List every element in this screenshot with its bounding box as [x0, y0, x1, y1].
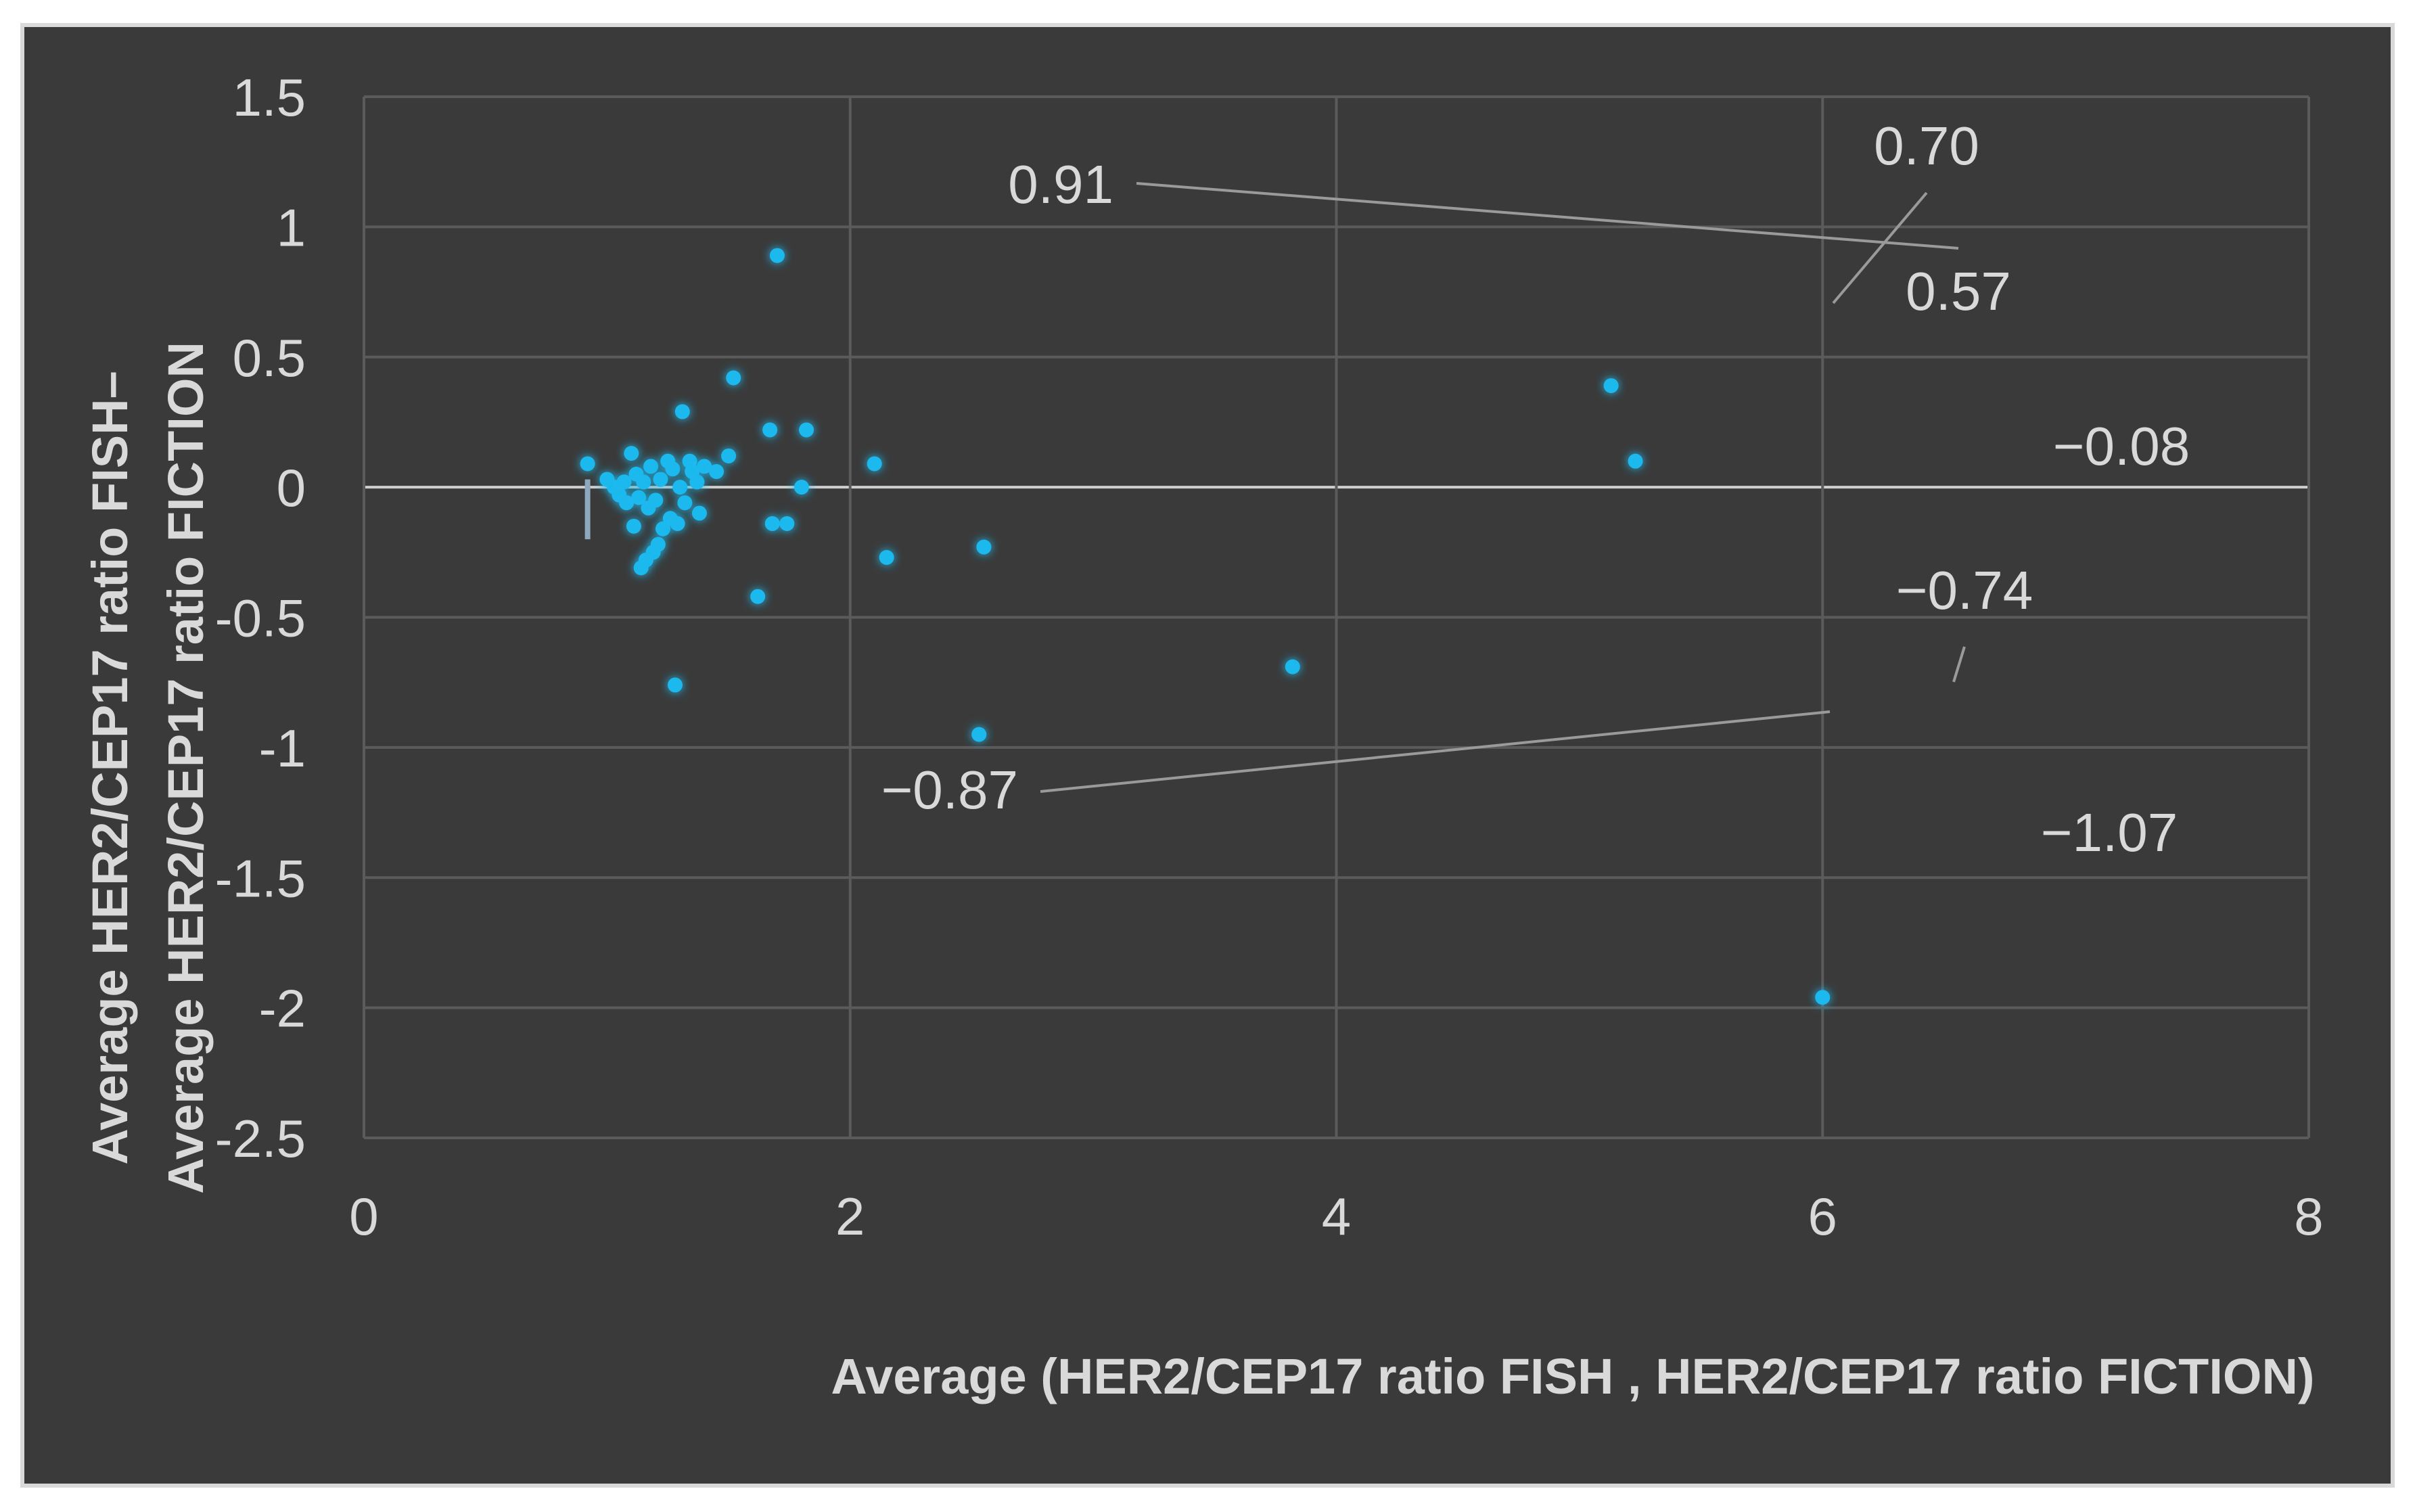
data-point: [1603, 378, 1619, 394]
data-point: [1628, 453, 1643, 469]
y-tick-labels: 1.5 1 0.5 0 -0.5 -1 -1.5 -2 -2.5: [215, 68, 306, 1168]
leader-line: [1832, 191, 1928, 304]
y-tick-label: 0: [277, 458, 306, 518]
x-tick-label: 0: [349, 1187, 378, 1246]
data-point: [665, 461, 681, 477]
y-tick-label: 1.5: [233, 68, 306, 127]
y-tick-label: 0.5: [233, 328, 306, 388]
y-tick-label: -2.5: [215, 1109, 306, 1168]
data-point: [674, 404, 690, 419]
data-point: [668, 677, 683, 693]
x-tick-label: 2: [835, 1187, 865, 1246]
data-points: [580, 248, 1831, 1005]
data-point: [619, 495, 635, 511]
data-point: [626, 518, 641, 534]
line-value-label: −0.87: [881, 760, 1018, 820]
data-point: [691, 505, 707, 521]
data-point: [631, 490, 647, 505]
data-point: [971, 727, 987, 742]
leader-lines: [1040, 182, 1966, 793]
data-point: [721, 448, 737, 463]
leader-line: [1952, 646, 1966, 683]
data-point: [764, 516, 780, 531]
x-axis-title: Average (HER2/CEP17 ratio FISH , HER2/CE…: [831, 1348, 2314, 1404]
data-point: [1285, 659, 1300, 674]
data-point: [643, 459, 659, 474]
data-point: [879, 550, 894, 566]
y-tick-label: -1: [259, 718, 306, 778]
data-point: [650, 536, 666, 552]
data-point: [762, 422, 778, 438]
y-axis-title-line-1: Average HER2/CEP17 ratio FISH–: [82, 371, 138, 1165]
data-point: [697, 459, 712, 474]
line-value-label: 0.91: [1008, 154, 1113, 214]
data-point: [799, 422, 814, 438]
data-point: [779, 516, 795, 531]
data-point: [769, 248, 785, 263]
data-point: [616, 474, 632, 490]
data-point: [580, 456, 595, 472]
line-value-label: −0.74: [1896, 560, 2033, 620]
line-value-label: −1.07: [2041, 802, 2178, 863]
data-point: [1815, 990, 1831, 1005]
y-axis-title-line-2: Average HER2/CEP17 ratio FICTION: [158, 342, 214, 1194]
leader-line: [1136, 182, 1959, 250]
chart-frame: [20, 23, 2395, 1488]
data-point: [648, 492, 664, 508]
reference-lines: [584, 246, 2070, 770]
line-value-label: 0.57: [1906, 261, 2011, 321]
y-tick-label: -1.5: [215, 848, 306, 908]
data-point: [750, 589, 766, 604]
grid: [363, 95, 2310, 1139]
data-point: [867, 456, 882, 472]
data-point: [636, 474, 651, 490]
data-point: [670, 516, 685, 531]
data-point: [624, 446, 639, 461]
data-point: [656, 521, 671, 536]
y-tick-label: -0.5: [215, 589, 306, 648]
data-point: [726, 370, 741, 386]
x-tick-label: 4: [1322, 1187, 1351, 1246]
leader-line: [1040, 710, 1831, 793]
data-point: [689, 474, 705, 490]
y-tick-label: -2: [259, 979, 306, 1038]
line-value-label: −0.08: [2053, 416, 2190, 476]
x-tick-label: 6: [1808, 1187, 1837, 1246]
data-point: [976, 539, 992, 555]
line-labels: 0.70 −0.08 −0.87 0.91 0.57 −0.74 −1.07: [881, 116, 2190, 863]
data-point: [709, 464, 724, 480]
line-value-label: 0.70: [1874, 116, 1979, 176]
x-tick-label: 8: [2294, 1187, 2323, 1246]
data-point: [672, 480, 688, 495]
data-point: [677, 495, 693, 511]
data-point: [794, 480, 809, 495]
data-point: [653, 472, 668, 487]
x-tick-labels: 0 2 4 6 8: [349, 1187, 2323, 1246]
y-axis-title: Average HER2/CEP17 ratio FISH– Average H…: [82, 342, 214, 1194]
y-tick-label: 1: [277, 198, 306, 257]
